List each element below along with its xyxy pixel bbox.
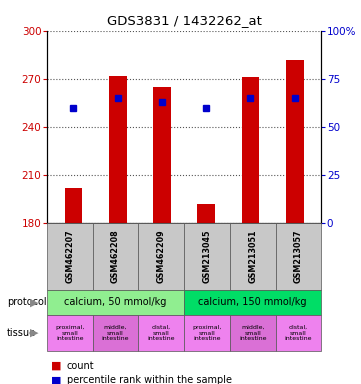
Title: GDS3831 / 1432262_at: GDS3831 / 1432262_at: [106, 14, 262, 27]
Text: distal,
small
intestine: distal, small intestine: [148, 325, 175, 341]
Text: protocol: protocol: [7, 297, 47, 308]
Text: GSM213057: GSM213057: [294, 230, 303, 283]
Text: count: count: [67, 361, 95, 371]
Text: ▶: ▶: [30, 328, 39, 338]
Text: proximal,
small
intestine: proximal, small intestine: [55, 325, 84, 341]
Text: calcium, 50 mmol/kg: calcium, 50 mmol/kg: [64, 297, 167, 308]
Text: tissue: tissue: [7, 328, 36, 338]
Text: GSM213051: GSM213051: [248, 230, 257, 283]
Text: calcium, 150 mmol/kg: calcium, 150 mmol/kg: [199, 297, 307, 308]
Bar: [109, 76, 127, 223]
Text: GSM462208: GSM462208: [111, 230, 120, 283]
Text: middle,
small
intestine: middle, small intestine: [239, 325, 266, 341]
Text: ■: ■: [51, 361, 61, 371]
Text: ▶: ▶: [30, 297, 39, 308]
Text: distal,
small
intestine: distal, small intestine: [285, 325, 312, 341]
Text: proximal,
small
intestine: proximal, small intestine: [192, 325, 222, 341]
Text: ■: ■: [51, 375, 61, 384]
Text: middle,
small
intestine: middle, small intestine: [102, 325, 129, 341]
Text: GSM462209: GSM462209: [157, 230, 166, 283]
Bar: [286, 60, 304, 223]
Text: GSM213045: GSM213045: [203, 230, 212, 283]
Bar: [65, 187, 82, 223]
Text: percentile rank within the sample: percentile rank within the sample: [67, 375, 232, 384]
Text: GSM462207: GSM462207: [65, 230, 74, 283]
Bar: [242, 77, 259, 223]
Bar: [197, 204, 215, 223]
Bar: [153, 87, 171, 223]
